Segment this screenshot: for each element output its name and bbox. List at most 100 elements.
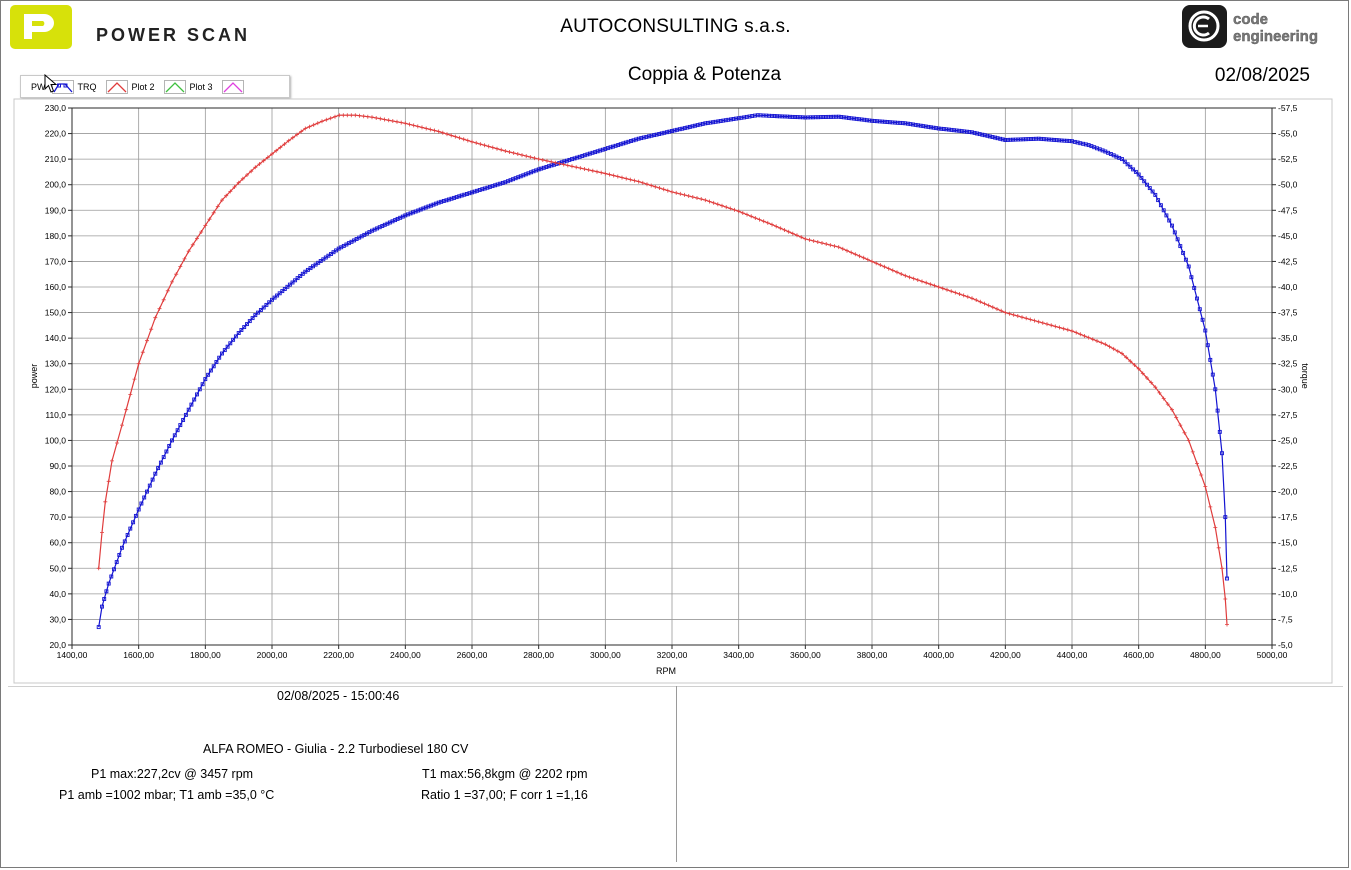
data-point xyxy=(1029,137,1033,141)
y-tick-label: 200,0 xyxy=(45,180,67,190)
data-point xyxy=(836,245,841,250)
data-point xyxy=(1200,317,1205,322)
data-point xyxy=(932,283,937,288)
data-point xyxy=(140,350,145,355)
legend-item-plot2[interactable]: Plot 2 xyxy=(102,76,160,97)
data-point xyxy=(420,125,424,130)
data-point xyxy=(978,299,983,304)
data-point xyxy=(1107,344,1112,349)
data-point xyxy=(974,298,979,302)
data-point xyxy=(732,207,737,212)
y-tick-label: 190,0 xyxy=(45,205,67,215)
data-point xyxy=(915,278,920,282)
data-point xyxy=(250,316,255,321)
y-tick-label: 120,0 xyxy=(45,384,67,394)
data-point xyxy=(147,483,152,488)
data-point xyxy=(608,145,613,150)
data-point xyxy=(102,597,107,601)
data-point xyxy=(436,129,441,134)
data-point xyxy=(120,545,124,550)
data-point xyxy=(664,130,669,135)
legend-line-icon-plot3 xyxy=(163,79,186,94)
data-point xyxy=(247,319,252,324)
data-point xyxy=(1216,545,1221,550)
data-point xyxy=(161,455,166,460)
data-point xyxy=(432,128,437,133)
x-tick-label: 2400,00 xyxy=(390,650,421,660)
y2-tick-label: -20,0 xyxy=(1278,487,1298,497)
data-point xyxy=(693,123,698,128)
data-point xyxy=(125,533,130,537)
data-point xyxy=(245,173,249,177)
data-point xyxy=(239,328,244,332)
data-point xyxy=(378,116,383,121)
data-point xyxy=(1175,237,1180,242)
ratio-correction-label: Ratio 1 =37,00; F corr 1 =1,16 xyxy=(421,788,588,802)
data-point xyxy=(861,255,866,260)
data-point xyxy=(1182,430,1187,435)
data-point xyxy=(1223,515,1228,520)
y2-tick-label: -42,5 xyxy=(1278,256,1298,266)
data-point xyxy=(865,257,870,262)
data-point xyxy=(1197,307,1202,312)
data-point xyxy=(1149,380,1154,385)
data-point xyxy=(490,145,495,150)
data-point xyxy=(1195,296,1199,301)
data-point xyxy=(436,200,441,205)
data-point xyxy=(178,264,183,269)
legend-item-pw[interactable]: PW xyxy=(21,76,48,97)
data-point xyxy=(749,214,754,219)
data-point xyxy=(721,118,726,123)
x-tick-label: 2200,00 xyxy=(323,650,354,660)
data-point xyxy=(1028,317,1033,322)
chart-title: Coppia & Potenza xyxy=(627,64,782,85)
data-point xyxy=(899,272,904,276)
legend-line-icon-plot4 xyxy=(221,79,244,94)
data-point xyxy=(220,351,224,356)
y-tick-label: 230,0 xyxy=(45,103,67,113)
data-point xyxy=(293,278,298,283)
data-point xyxy=(807,237,812,242)
data-point xyxy=(416,208,421,213)
plot-legend[interactable]: PW TRQ Plot 2 Plot 3 xyxy=(20,75,290,98)
data-point xyxy=(96,625,101,630)
series-trq xyxy=(96,113,1229,630)
data-point xyxy=(440,130,445,135)
data-point xyxy=(1082,334,1087,338)
data-point xyxy=(461,137,466,142)
data-point xyxy=(236,331,241,335)
data-point xyxy=(1142,179,1147,184)
data-point xyxy=(640,180,645,185)
data-point xyxy=(189,402,194,407)
data-point xyxy=(1181,250,1186,255)
y-tick-label: 210,0 xyxy=(45,154,67,164)
data-point xyxy=(1174,415,1179,420)
data-point xyxy=(990,305,995,310)
data-point xyxy=(1170,223,1174,228)
data-point xyxy=(285,284,290,289)
power-torque-chart[interactable]: 1400,00 1600,00 1800,00 2000,00 2200,00 2400,… xyxy=(0,96,1351,686)
data-point xyxy=(190,242,195,247)
data-point xyxy=(1215,408,1220,413)
report-date: 02/08/2025 xyxy=(1214,65,1310,86)
y-tick-label: 220,0 xyxy=(45,129,67,139)
x-tick-label: 2600,00 xyxy=(457,650,488,660)
info-panel xyxy=(8,686,1343,865)
data-point xyxy=(499,147,504,152)
legend-item-plot3[interactable]: Plot 3 xyxy=(160,76,218,97)
legend-item-plot4[interactable] xyxy=(218,76,244,97)
legend-label-pw: PW xyxy=(31,81,46,92)
data-point xyxy=(1147,186,1152,191)
data-point xyxy=(142,495,147,500)
data-point xyxy=(816,115,821,120)
data-point xyxy=(186,407,191,412)
data-point xyxy=(882,264,887,269)
data-point xyxy=(120,423,124,428)
data-point xyxy=(421,206,426,211)
data-point xyxy=(399,120,404,125)
data-point xyxy=(653,184,658,189)
data-point xyxy=(793,115,798,119)
y-tick-label: 90,0 xyxy=(49,461,66,471)
data-point xyxy=(1172,230,1177,235)
data-point xyxy=(1133,169,1138,174)
